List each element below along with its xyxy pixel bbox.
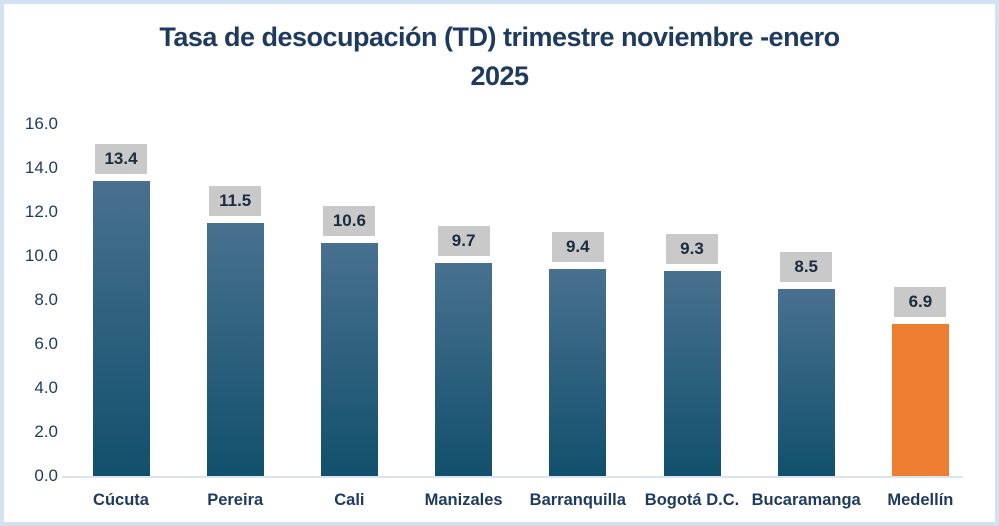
data-label-cali: 10.6: [323, 205, 376, 236]
category-label-medell-n: Medellín: [887, 491, 954, 509]
data-label-bogot-d-c: 9.3: [666, 234, 718, 265]
category-label-pereira: Pereira: [207, 491, 264, 509]
y-tick-label: 4.0: [34, 378, 58, 397]
data-label-manizales: 9.7: [437, 225, 490, 256]
data-label-medell-n: 6.9: [894, 287, 947, 318]
bar-medell-n: [891, 324, 949, 476]
category-label-manizales: Manizales: [424, 491, 503, 509]
chart-title-line1: Tasa de desocupación (TD) trimestre novi…: [159, 22, 840, 52]
chart-title-line2: 2025: [470, 61, 529, 91]
bar-cali: [320, 242, 378, 476]
y-tick-label: 10.0: [24, 246, 58, 265]
x-axis-line: [62, 476, 963, 478]
category-label-bucaramanga: Bucaramanga: [751, 491, 861, 509]
bar-c-cuta: [92, 181, 150, 476]
category-label-cali: Cali: [334, 491, 365, 509]
bar-barranquilla: [549, 269, 607, 476]
category-label-bogot-d-c: Bogotá D.C.: [644, 491, 740, 509]
bar-bogot-d-c: [663, 271, 721, 476]
data-label-c-cuta: 13.4: [95, 144, 147, 175]
y-tick-label: 14.0: [24, 158, 58, 177]
bar-manizales: [435, 262, 493, 476]
y-tick-label: 8.0: [34, 290, 58, 309]
chart-title: Tasa de desocupación (TD) trimestre novi…: [4, 18, 995, 96]
y-tick-label: 2.0: [34, 422, 58, 441]
data-label-barranquilla: 9.4: [551, 232, 604, 263]
category-label-c-cuta: Cúcuta: [93, 491, 149, 509]
y-tick-label: 6.0: [34, 334, 58, 353]
data-label-bucaramanga: 8.5: [780, 252, 833, 282]
y-tick-label: 16.0: [24, 114, 58, 133]
bar-pereira: [206, 223, 264, 476]
y-tick-label: 12.0: [24, 202, 58, 221]
plot-area: 0.0 2.0 4.0 6.0 8.0 10.0 12.0 14.0 16.0 13.4 Cúcut…: [4, 4, 995, 522]
category-label-barranquilla: Barranquilla: [529, 491, 626, 509]
data-label-pereira: 11.5: [209, 186, 262, 216]
bar-bucaramanga: [777, 289, 835, 476]
y-tick-label: 0.0: [34, 466, 58, 485]
